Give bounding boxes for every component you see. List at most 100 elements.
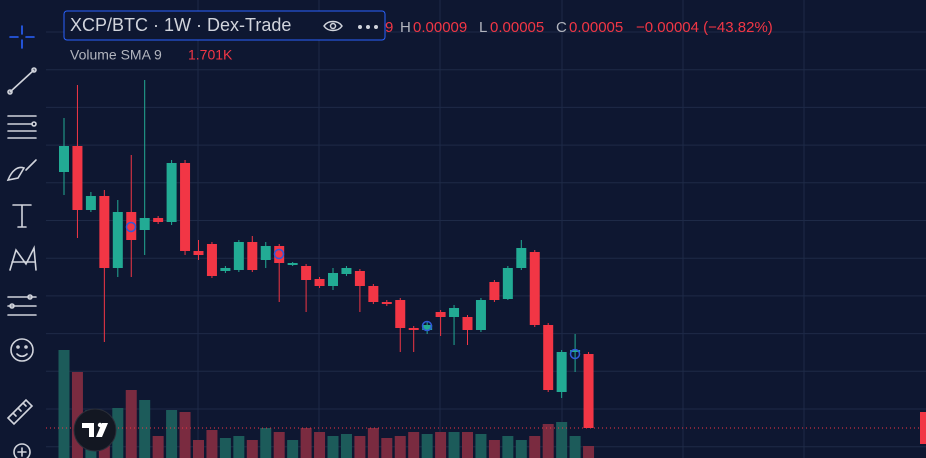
fib-tool[interactable] xyxy=(7,115,37,139)
candle-body xyxy=(328,273,338,286)
volume-bar xyxy=(206,430,218,458)
volume-bar xyxy=(408,432,420,458)
legend: XCP/BTC · 1W · Dex-Trade 9 H 0.00009 L 0… xyxy=(63,10,773,63)
volume-bar xyxy=(246,440,258,458)
price-label-edge xyxy=(920,412,926,444)
volume-bar xyxy=(287,440,299,458)
candle-body xyxy=(206,244,217,276)
volume-bar xyxy=(475,434,487,458)
high-label: H xyxy=(400,19,411,36)
volume-bar xyxy=(354,436,366,458)
volume-bar xyxy=(179,412,191,458)
zoom-tool[interactable] xyxy=(13,443,31,458)
volume-value: 1.701K xyxy=(188,47,233,63)
volume-bar xyxy=(112,408,124,458)
volume-bar xyxy=(435,432,447,458)
ruler-tool[interactable] xyxy=(6,398,34,426)
volume-bar xyxy=(542,424,554,458)
high-value: 0.00009 xyxy=(413,19,467,36)
brush-tool[interactable] xyxy=(6,159,37,182)
volume-bar xyxy=(515,440,527,458)
candle-body xyxy=(153,218,164,222)
event-marker[interactable] xyxy=(273,248,285,260)
crosshair-tool[interactable] xyxy=(9,25,35,49)
volume-label: Volume SMA 9 xyxy=(70,47,162,63)
candle-body xyxy=(570,350,581,352)
candle-body xyxy=(368,286,379,302)
logo xyxy=(73,408,117,452)
logo-dot xyxy=(97,422,103,428)
volume-bar xyxy=(71,372,83,458)
candle-body xyxy=(381,302,392,304)
candle-body xyxy=(422,325,433,330)
event-marker[interactable] xyxy=(569,348,581,360)
candle-body xyxy=(166,163,177,222)
low-value: 0.00005 xyxy=(490,19,544,36)
symbol-box[interactable] xyxy=(63,10,386,41)
volume-bar xyxy=(367,428,379,458)
candle-body xyxy=(395,300,406,328)
low-label: L xyxy=(479,19,487,36)
candle-body xyxy=(260,246,271,260)
prediction-tool[interactable] xyxy=(7,294,37,316)
visibility-icon[interactable] xyxy=(323,20,343,32)
pattern-tool[interactable] xyxy=(9,245,37,271)
candle-body xyxy=(475,300,486,330)
candle-body xyxy=(354,271,365,286)
volume-bar xyxy=(58,350,70,458)
volume-bar xyxy=(394,436,406,458)
change-value: −0.00004 (−43.82%) xyxy=(636,19,773,36)
volume-bar xyxy=(556,422,568,458)
toolbar-background xyxy=(0,0,46,458)
plot xyxy=(46,80,920,458)
volume-bar xyxy=(381,438,393,458)
candle-body xyxy=(489,282,500,300)
volume-bar xyxy=(583,446,595,458)
volume-bar xyxy=(233,436,245,458)
more-icon[interactable] xyxy=(358,25,378,29)
volume-bar xyxy=(260,428,272,458)
candle-body xyxy=(301,266,312,280)
event-marker[interactable] xyxy=(421,320,433,332)
volume-bar xyxy=(152,436,164,458)
candle-body xyxy=(462,317,473,330)
candle-body xyxy=(72,146,83,210)
close-value: 0.00005 xyxy=(569,19,623,36)
candle-body xyxy=(287,263,298,265)
volume-bar xyxy=(273,432,285,458)
volume-bar xyxy=(193,440,204,458)
candle-body xyxy=(126,212,137,240)
line-tool[interactable] xyxy=(7,67,37,95)
volume-bar xyxy=(139,400,151,458)
candle-body xyxy=(341,268,352,274)
volume-bar xyxy=(314,432,326,458)
event-marker[interactable] xyxy=(125,221,137,233)
emoji-tool[interactable] xyxy=(10,338,34,362)
text-tool[interactable] xyxy=(12,204,32,228)
open-value: 9 xyxy=(385,19,393,36)
candle-body xyxy=(583,354,594,428)
logo-circle xyxy=(73,408,117,452)
candle-body xyxy=(435,312,446,317)
candle-body xyxy=(502,268,513,299)
toolbar xyxy=(0,0,46,458)
close-label: C xyxy=(556,19,567,36)
candle-body xyxy=(449,308,460,317)
volume-bar xyxy=(219,438,231,458)
candle-body xyxy=(543,325,554,390)
volume-bar xyxy=(125,390,137,458)
volume-bar xyxy=(448,432,460,458)
candle-body xyxy=(274,246,285,263)
event-markers xyxy=(125,221,581,360)
candle-body xyxy=(516,248,527,268)
candle-body xyxy=(556,352,567,392)
candle-body xyxy=(408,328,419,330)
volume-bar xyxy=(327,436,339,458)
volume-bar xyxy=(529,436,541,458)
candle-body xyxy=(193,251,204,255)
candle-body xyxy=(314,279,325,286)
candle-body xyxy=(139,218,150,230)
volume-bar xyxy=(421,434,433,458)
candle-body xyxy=(99,196,110,268)
